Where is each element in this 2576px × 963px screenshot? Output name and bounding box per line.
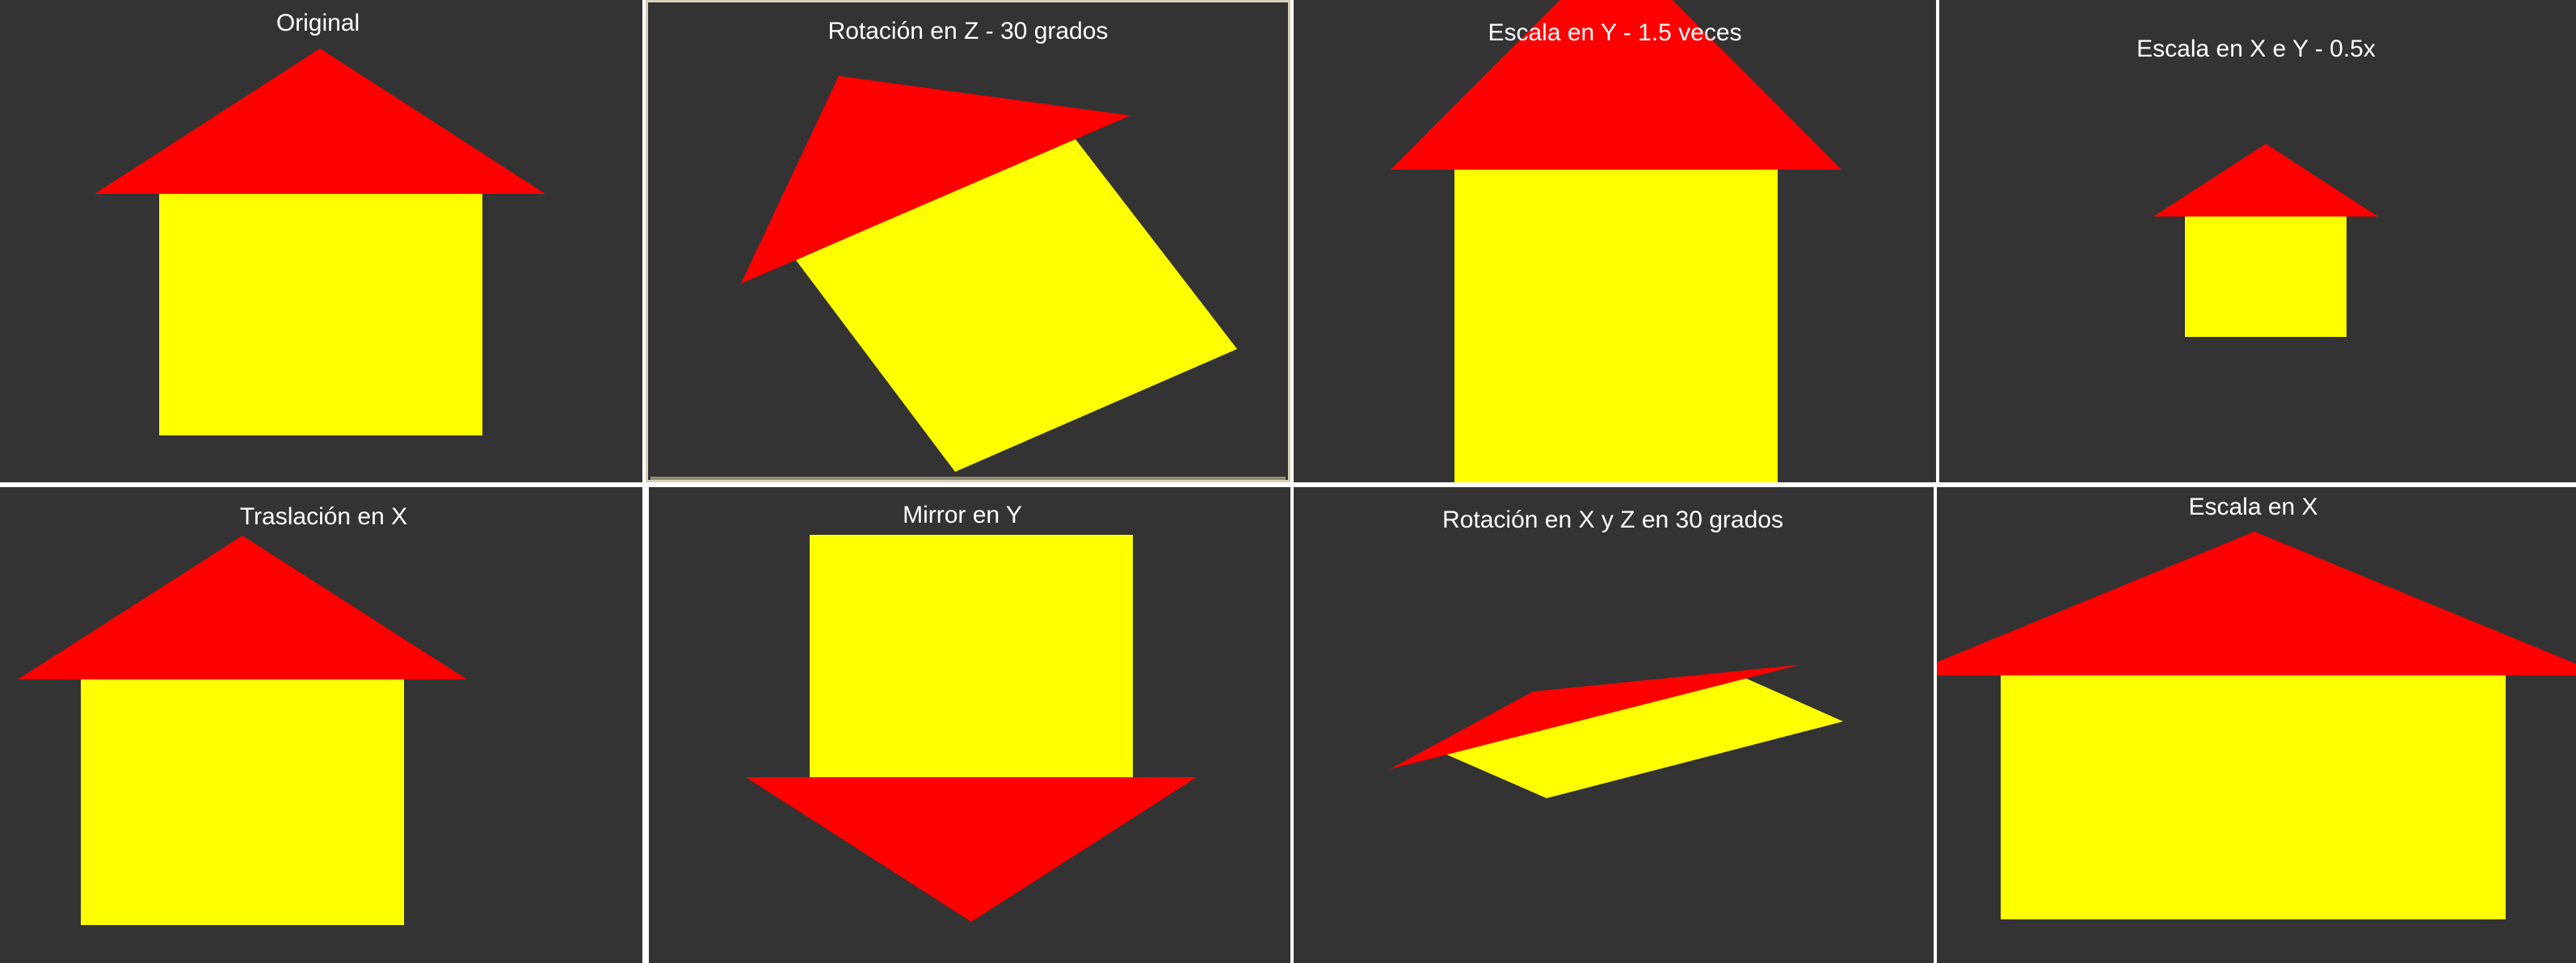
house-shape (95, 48, 545, 435)
house-roof (1937, 532, 2576, 675)
house-walls (159, 194, 482, 435)
panel-caption: Mirror en Y (903, 502, 1022, 528)
house-shape (18, 536, 467, 925)
house-shape (1937, 532, 2576, 919)
panel-caption: Escala en X e Y - 0.5x (2136, 36, 2376, 62)
panel-caption: Escala en Y - 1.5 veces (1488, 19, 1742, 46)
house-walls (796, 138, 1237, 472)
panel-scale-y: Escala en Y - 1.5 veces (1294, 0, 1936, 482)
house-shape (746, 535, 1197, 922)
panel-translation-x: Traslación en X (0, 487, 642, 963)
house-walls (1445, 677, 1843, 798)
window-strip (650, 477, 1286, 480)
house-shape (1390, 665, 1843, 798)
panel-rotation-xz: Rotación en X y Z en 30 grados (1294, 487, 1934, 963)
house-shape (741, 76, 1237, 472)
house-roof (95, 48, 545, 194)
panel-caption: Original (276, 10, 360, 36)
panel-scale-xy: Escala en X e Y - 0.5x (1939, 0, 2576, 482)
house-walls (2185, 216, 2347, 337)
house-roof (2153, 144, 2378, 217)
house-walls (1454, 168, 1778, 482)
house-walls (2001, 675, 2506, 919)
panel-caption: Rotación en X y Z en 30 grados (1442, 507, 1783, 533)
house-roof (741, 76, 1130, 284)
panel-rotation-z: Rotación en Z - 30 grados (646, 0, 1290, 482)
panel-mirror-y: Mirror en Y (649, 487, 1290, 963)
house-shape (2153, 144, 2378, 337)
house-roof (1390, 665, 1799, 769)
house-walls (810, 535, 1133, 779)
panel-caption: Rotación en Z - 30 grados (827, 18, 1109, 44)
house-roof (1391, 0, 1842, 170)
house-roof (746, 777, 1197, 922)
house-shape (1391, 0, 1842, 482)
panel-original: Original (0, 0, 642, 482)
panel-caption: Escala en X (2188, 494, 2318, 520)
panel-scale-x: Escala en X (1937, 487, 2576, 963)
house-roof (18, 536, 467, 679)
panel-caption: Traslación en X (239, 503, 408, 530)
house-walls (81, 678, 404, 925)
